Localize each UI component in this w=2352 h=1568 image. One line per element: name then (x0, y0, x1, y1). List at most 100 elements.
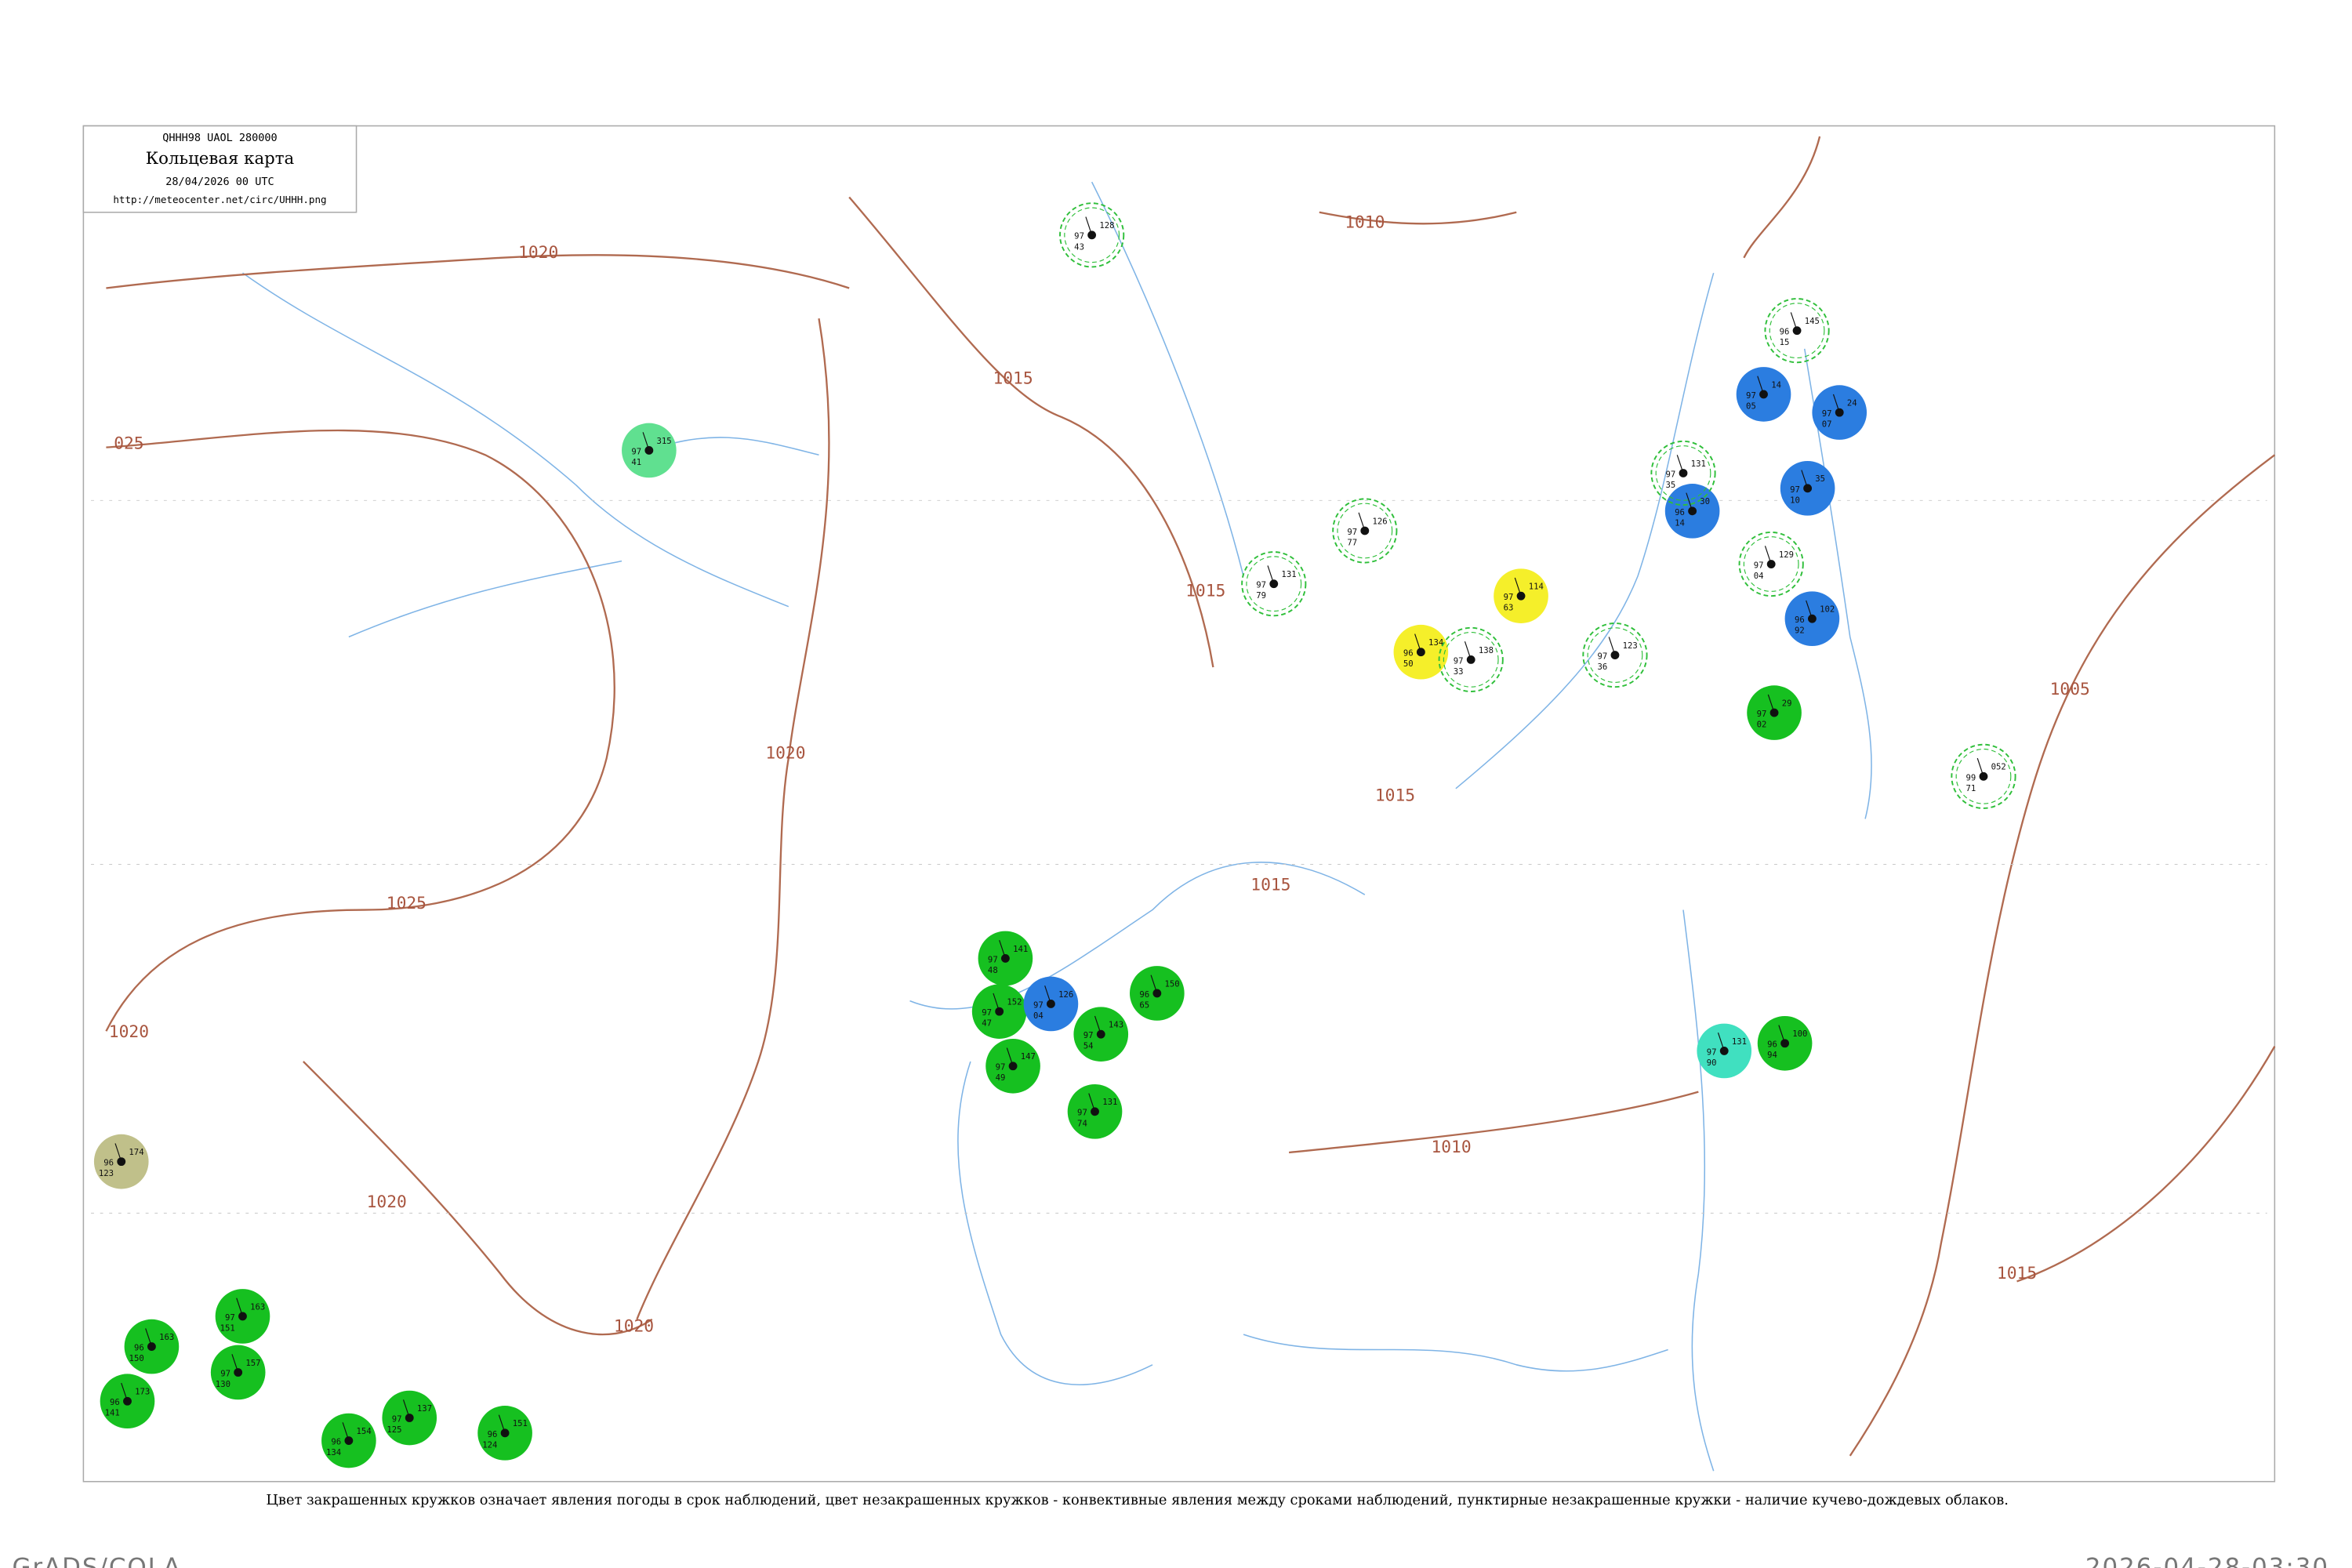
wind-barb (642, 432, 650, 451)
isobar-label: 025 (114, 434, 143, 454)
station-value: 96 (331, 1436, 341, 1446)
wind-barb (1757, 376, 1765, 395)
station-value: 99 (1966, 772, 1976, 782)
station-value: 97 (1822, 408, 1832, 419)
wind-barb (114, 1143, 122, 1162)
station-value: 152 (1007, 997, 1022, 1007)
cb-circle-inner (1655, 445, 1711, 501)
station-value: 129 (1779, 550, 1794, 560)
station-value: 02 (1757, 720, 1767, 730)
isobar-label: 1020 (765, 743, 805, 763)
wind-barb (145, 1328, 152, 1347)
station-value: 14 (1675, 517, 1685, 528)
wind-barb (1778, 1025, 1786, 1044)
wind-barb (1767, 694, 1775, 713)
wind-barb (1085, 216, 1093, 235)
station-value: 24 (1847, 398, 1857, 408)
wind-barb (993, 993, 1000, 1012)
station-value: 100 (1792, 1029, 1807, 1039)
station-value: 157 (245, 1358, 260, 1368)
isobar-label: 1015 (1185, 581, 1225, 601)
wind-barb (1006, 1047, 1014, 1066)
cb-circle (1738, 531, 1804, 597)
station-value: 123 (1623, 641, 1638, 651)
wind-barb (1044, 985, 1051, 1004)
isobar-label: 1015 (1375, 786, 1415, 805)
station-value: 97 (1077, 1108, 1087, 1118)
isobar-label: 1010 (1431, 1138, 1471, 1157)
station-value: 163 (250, 1301, 265, 1312)
station-value: 04 (1754, 571, 1764, 581)
station-dot (405, 1414, 414, 1422)
wind-barb (1806, 600, 1813, 619)
cb-circle (1059, 202, 1125, 268)
station-value: 35 (1666, 480, 1676, 490)
wind-barb (999, 940, 1006, 959)
station-value: 94 (1767, 1050, 1777, 1060)
station-dot (1269, 579, 1279, 589)
wind-barb (1976, 757, 1984, 777)
cb-circle-inner (1337, 503, 1393, 559)
cb-circle-inner (1769, 303, 1825, 359)
station-value: 96 (1675, 507, 1685, 517)
station-value: 97 (1597, 652, 1607, 662)
wind-barb (1832, 394, 1840, 413)
station-value: 126 (1372, 516, 1387, 526)
wind-barb (1764, 546, 1772, 564)
footer-left: GrADS/COLA (12, 1554, 181, 1568)
station-value: 147 (1021, 1051, 1036, 1062)
station-value: 96 (110, 1397, 120, 1407)
cb-circle (1438, 626, 1504, 692)
station-value: 36 (1597, 662, 1607, 672)
station-value: 71 (1966, 783, 1976, 793)
station-value: 96 (1780, 327, 1790, 337)
wind-barb (1676, 455, 1684, 474)
station-value: 97 (1746, 390, 1756, 401)
wind-barb (1094, 1015, 1102, 1035)
wind-barb (1801, 470, 1809, 489)
station-value: 35 (1815, 474, 1825, 484)
cb-circle-inner (1246, 556, 1302, 612)
station-value: 97 (996, 1062, 1006, 1073)
cb-circle (1764, 298, 1830, 364)
station-value: 29 (1782, 698, 1792, 708)
isobar-label: 1015 (1250, 876, 1290, 895)
station-value: 96 (134, 1343, 144, 1353)
station-value: 97 (1666, 469, 1676, 479)
station-value: 052 (1991, 762, 2006, 772)
station-value: 97 (988, 954, 998, 964)
station-value: 50 (1403, 659, 1414, 669)
station-value: 79 (1256, 590, 1266, 601)
station-value: 97 (982, 1007, 992, 1018)
station-dot (123, 1396, 132, 1406)
wind-barb (1150, 975, 1158, 994)
wind-barb (498, 1414, 506, 1434)
station-value: 33 (1454, 666, 1464, 677)
station-dot (1360, 526, 1370, 535)
station-dot (500, 1428, 510, 1438)
isobar-label: 1005 (2050, 680, 2090, 699)
station-value: 154 (357, 1426, 372, 1436)
wind-barb (231, 1354, 239, 1373)
station-value: 97 (1757, 709, 1767, 719)
station-value: 137 (417, 1403, 432, 1414)
station-value: 97 (631, 446, 641, 456)
station-value: 97 (392, 1414, 402, 1424)
station-value: 63 (1504, 603, 1514, 613)
station-value: 163 (159, 1332, 174, 1342)
header-url: http://meteocenter.net/circ/UHHH.png (113, 194, 326, 205)
station-value: 151 (220, 1323, 235, 1333)
isobar-label: 1015 (1997, 1264, 2037, 1283)
station-value: 125 (387, 1425, 401, 1435)
map-frame (82, 125, 2276, 1483)
station-dot (644, 446, 654, 455)
station-dot (1516, 591, 1526, 601)
station-value: 07 (1822, 419, 1832, 430)
station-value: 141 (1013, 944, 1028, 954)
station-value: 96 (1139, 989, 1149, 1000)
isobar-label: 1020 (518, 243, 558, 263)
station-value: 96 (103, 1158, 114, 1168)
wind-barb (1790, 312, 1798, 331)
